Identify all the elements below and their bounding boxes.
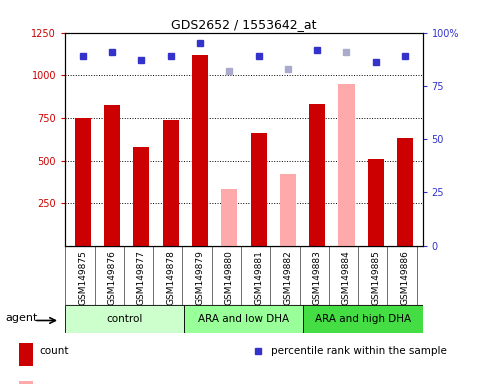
Text: GSM149882: GSM149882 — [284, 250, 292, 305]
Bar — [309, 104, 325, 246]
Bar — [65, 305, 185, 333]
Text: percentile rank within the sample: percentile rank within the sample — [271, 346, 447, 356]
Bar — [163, 119, 179, 246]
Bar — [19, 343, 33, 366]
Text: ARA and low DHA: ARA and low DHA — [199, 314, 289, 324]
Text: control: control — [107, 314, 143, 324]
Bar — [221, 189, 237, 246]
Bar — [368, 159, 384, 246]
Bar — [192, 55, 208, 246]
Text: count: count — [40, 346, 69, 356]
Bar — [75, 118, 91, 246]
Text: GSM149884: GSM149884 — [342, 250, 351, 305]
Bar — [133, 147, 149, 246]
Bar — [303, 305, 423, 333]
Text: GSM149881: GSM149881 — [254, 250, 263, 305]
Bar — [104, 105, 120, 246]
Text: GSM149878: GSM149878 — [166, 250, 175, 305]
Bar — [251, 133, 267, 246]
Text: GSM149879: GSM149879 — [196, 250, 204, 305]
Text: GSM149880: GSM149880 — [225, 250, 234, 305]
Text: ARA and high DHA: ARA and high DHA — [315, 314, 411, 324]
Bar — [339, 84, 355, 246]
Text: GSM149886: GSM149886 — [400, 250, 410, 305]
Bar — [19, 381, 33, 384]
Text: GSM149883: GSM149883 — [313, 250, 322, 305]
Bar — [397, 138, 413, 246]
Text: GSM149885: GSM149885 — [371, 250, 380, 305]
Text: GSM149877: GSM149877 — [137, 250, 146, 305]
Text: agent: agent — [5, 313, 38, 323]
Text: GSM149876: GSM149876 — [108, 250, 116, 305]
Bar — [280, 174, 296, 246]
Title: GDS2652 / 1553642_at: GDS2652 / 1553642_at — [171, 18, 317, 31]
Text: GSM149875: GSM149875 — [78, 250, 87, 305]
Bar — [185, 305, 303, 333]
